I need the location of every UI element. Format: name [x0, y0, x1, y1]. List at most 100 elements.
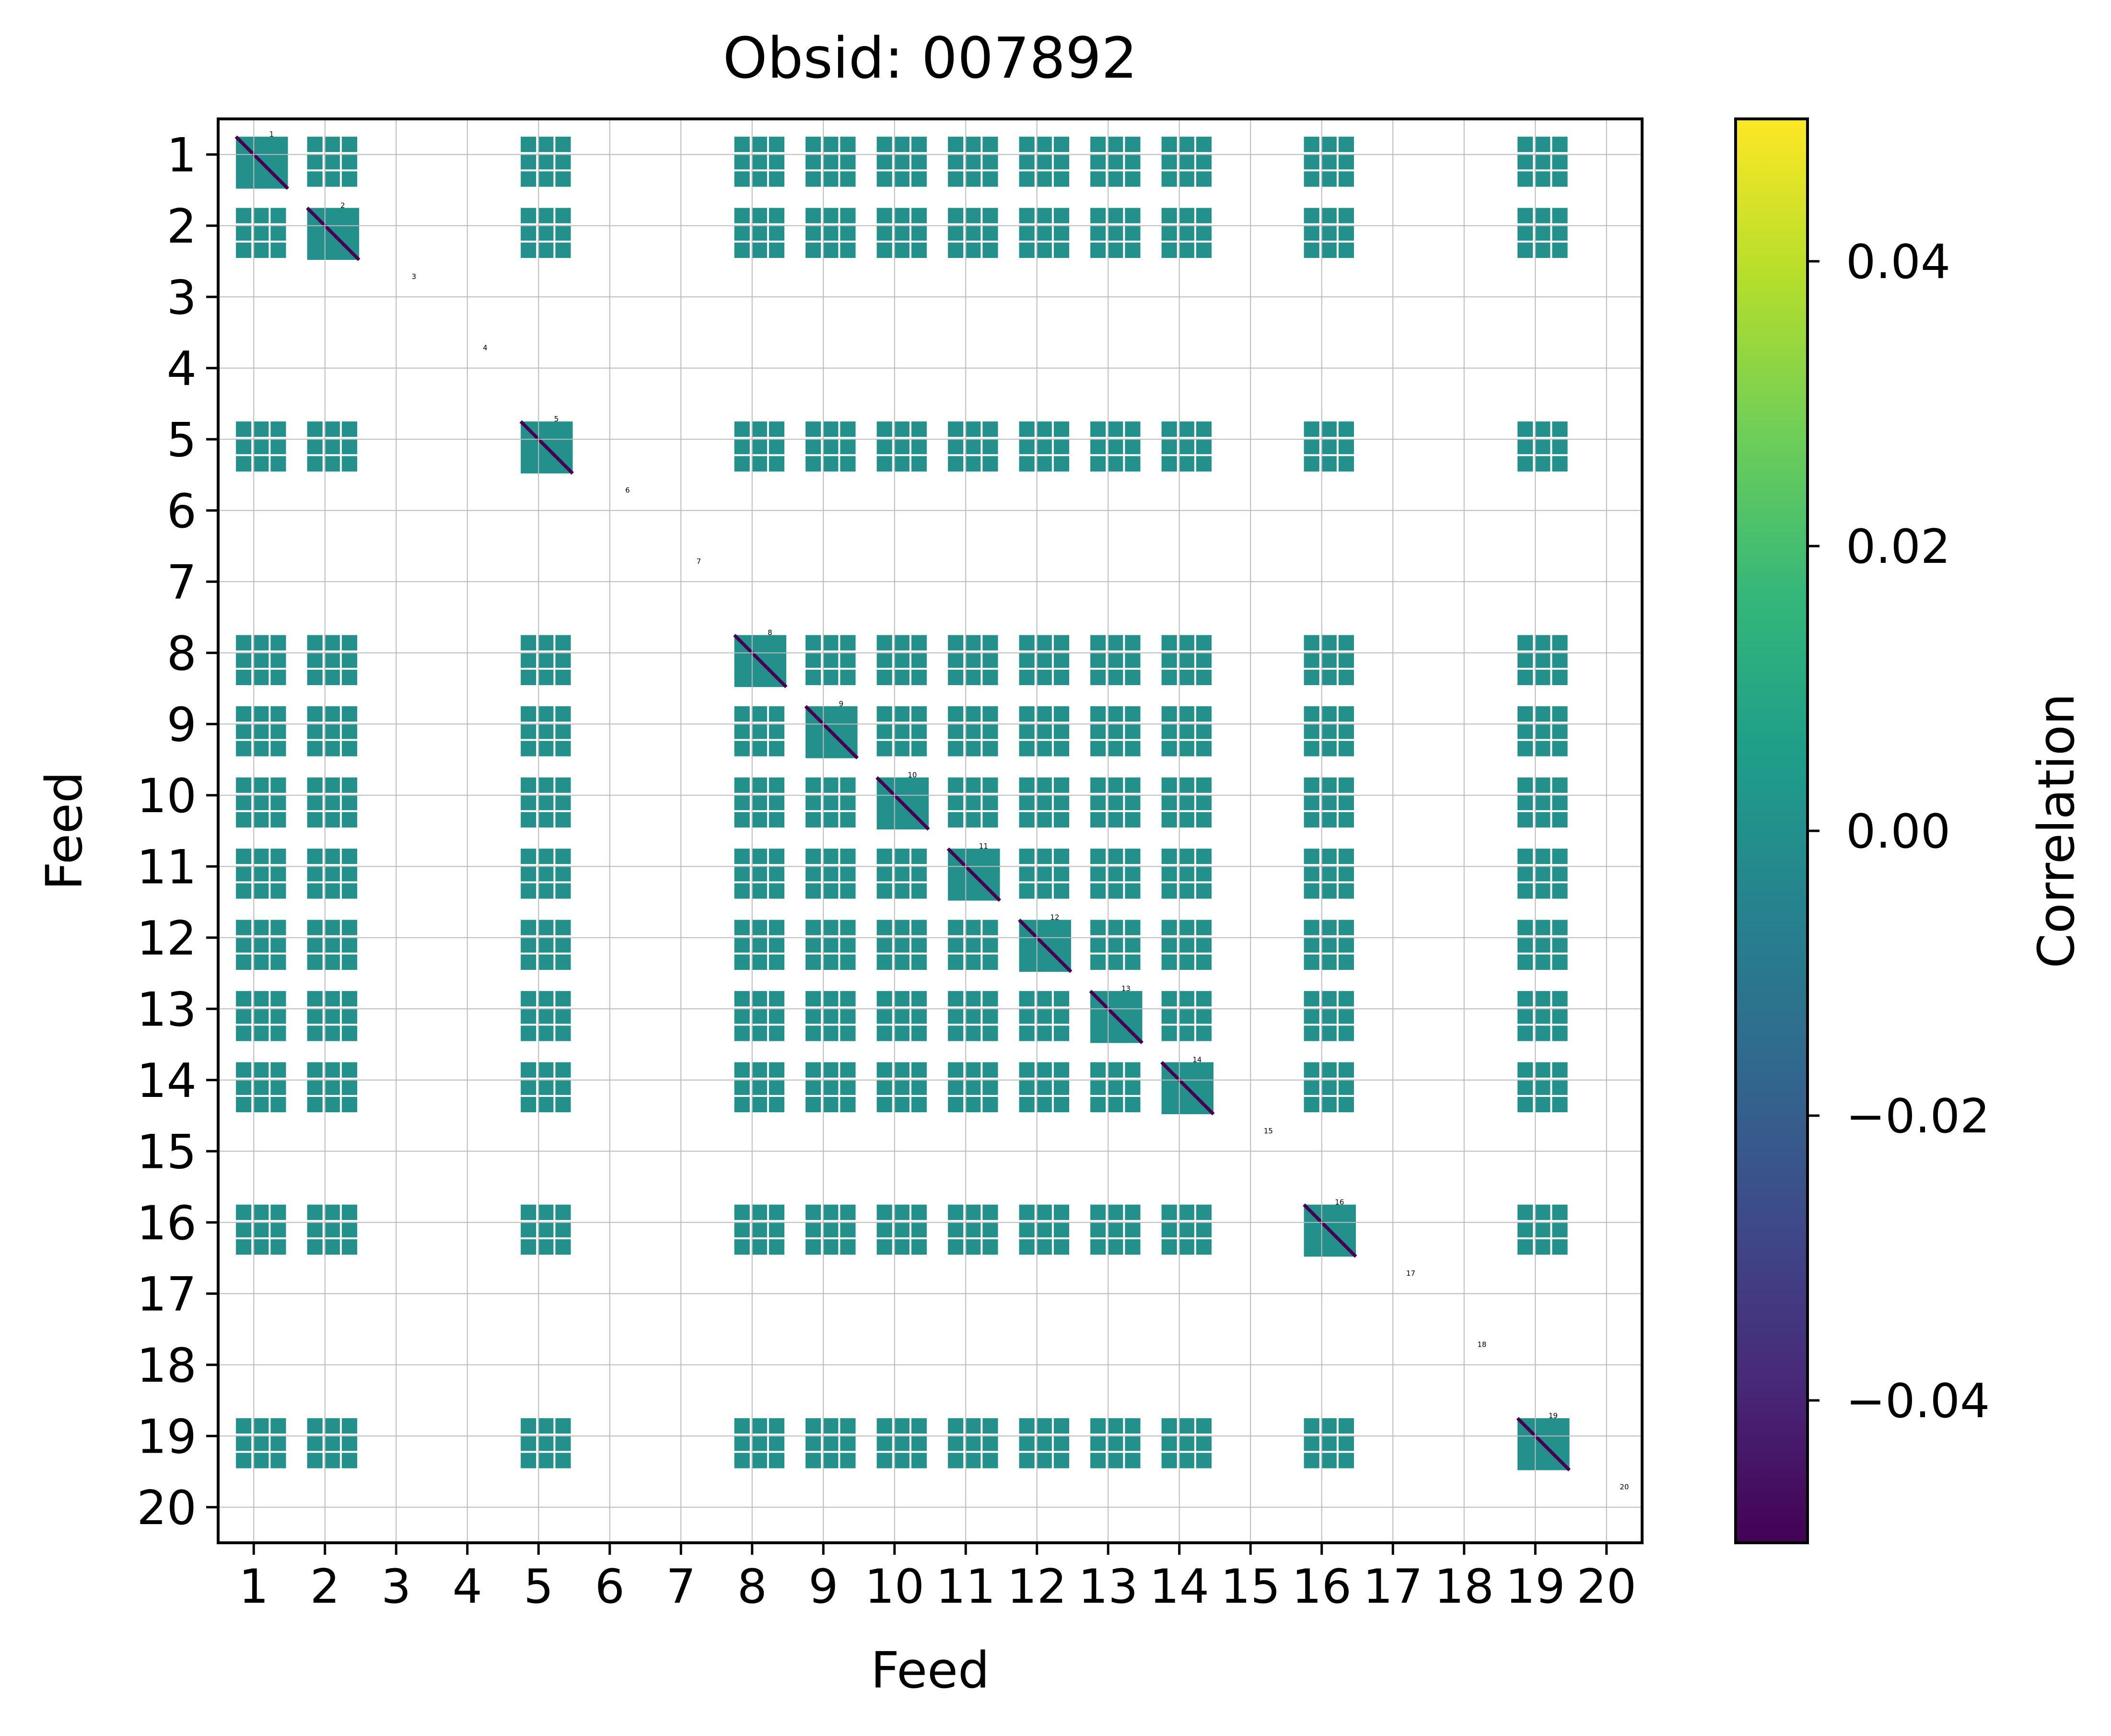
heatmap-cell [1108, 652, 1123, 668]
heatmap-block [521, 706, 571, 757]
heatmap-cell [1517, 849, 1533, 864]
heatmap-cell [948, 777, 964, 793]
heatmap-cell [1304, 635, 1319, 651]
heatmap-cell [1535, 954, 1551, 970]
heatmap-cell [965, 242, 981, 258]
heatmap-cell [823, 242, 839, 258]
heatmap-cell [1053, 635, 1070, 651]
heatmap-cell [823, 866, 839, 882]
heatmap-cell [1108, 171, 1123, 187]
heatmap-cell [876, 1096, 892, 1113]
heatmap-cell [1321, 421, 1337, 437]
heatmap-cell [1321, 154, 1337, 170]
heatmap-cell [236, 991, 252, 1007]
heatmap-cell [965, 1025, 981, 1041]
heatmap-cell [1019, 208, 1035, 223]
diagonal-line [1516, 1417, 1571, 1472]
heatmap-cell [982, 171, 998, 187]
heatmap-block [236, 635, 286, 686]
heatmap-cell [1535, 1025, 1551, 1041]
heatmap-cell [270, 1025, 286, 1041]
heatmap-block [1304, 1062, 1354, 1113]
heatmap-cell [894, 991, 910, 1007]
heatmap-cell [236, 920, 252, 935]
heatmap-cell [253, 794, 269, 810]
heatmap-cell [769, 1025, 785, 1041]
heatmap-cell [253, 1239, 269, 1255]
y-tick-label: 19 [137, 1410, 197, 1464]
heatmap-cell [1125, 242, 1141, 258]
heatmap-cell [1090, 1239, 1106, 1255]
heatmap-cell [1090, 866, 1106, 882]
heatmap-cell [1517, 1239, 1533, 1255]
feed-annotation: 15 [1264, 1127, 1273, 1135]
heatmap-cell [1036, 439, 1052, 454]
diagonal-line [875, 776, 930, 831]
heatmap-cell [840, 635, 856, 651]
heatmap-cell [236, 706, 252, 722]
heatmap-cell [1338, 991, 1354, 1007]
heatmap-cell [876, 669, 892, 686]
heatmap-block [805, 421, 856, 472]
heatmap-cell [1178, 154, 1194, 170]
heatmap-cell [1535, 1079, 1551, 1095]
heatmap-cell [253, 954, 269, 970]
heatmap-cell [253, 1062, 269, 1078]
heatmap-cell [1178, 421, 1194, 437]
heatmap-cell [1196, 954, 1212, 970]
heatmap-cell [1517, 137, 1533, 152]
heatmap-cell [1178, 706, 1194, 722]
heatmap-cell [948, 991, 964, 1007]
heatmap-cell [1178, 741, 1194, 757]
heatmap-cell [982, 669, 998, 686]
heatmap-cell [1321, 794, 1337, 810]
heatmap-cell [324, 1222, 340, 1237]
heatmap-cell [555, 937, 571, 953]
heatmap-cell [1178, 849, 1194, 864]
heatmap-cell [840, 439, 856, 454]
heatmap-cell [734, 723, 750, 739]
heatmap-cell [805, 991, 821, 1007]
heatmap-cell [823, 137, 839, 152]
heatmap-cell [538, 669, 554, 686]
heatmap-cell [769, 171, 785, 187]
heatmap-cell [521, 1453, 536, 1468]
heatmap-cell [521, 1204, 536, 1220]
x-tick-label: 4 [453, 1560, 482, 1614]
heatmap-cell [1036, 1079, 1052, 1095]
heatmap-cell [751, 1096, 767, 1113]
heatmap-cell [823, 439, 839, 454]
heatmap-cell [982, 137, 998, 152]
heatmap-cell [1036, 991, 1052, 1007]
heatmap-block [307, 137, 358, 187]
heatmap-cell [341, 1079, 358, 1095]
heatmap-cell [555, 652, 571, 668]
heatmap-cell [894, 1453, 910, 1468]
heatmap-cell [253, 208, 269, 223]
heatmap-cell [270, 1435, 286, 1451]
heatmap-block [948, 137, 998, 187]
heatmap-cell [769, 1204, 785, 1220]
heatmap-cell [253, 741, 269, 757]
heatmap-cell [270, 456, 286, 472]
heatmap-block [734, 991, 785, 1041]
heatmap-cell [1178, 1453, 1194, 1468]
heatmap-cell [1535, 456, 1551, 472]
heatmap-cell [1304, 1418, 1319, 1434]
heatmap-cell [1090, 1062, 1106, 1078]
heatmap-cell [555, 794, 571, 810]
heatmap-cell [982, 1008, 998, 1024]
diagonal-line [1018, 919, 1073, 973]
heatmap-cell [1196, 137, 1212, 152]
heatmap-cell [1019, 794, 1035, 810]
x-tick-label: 18 [1434, 1560, 1494, 1614]
heatmap-cell [555, 1239, 571, 1255]
heatmap-block [948, 706, 998, 757]
heatmap-cell [521, 137, 536, 152]
heatmap-cell [1535, 991, 1551, 1007]
heatmap-cell [253, 723, 269, 739]
heatmap-cell [876, 1079, 892, 1095]
heatmap-cell [1178, 920, 1194, 935]
colorbar-tick-label: −0.02 [1846, 1089, 1990, 1144]
heatmap-cell [1321, 456, 1337, 472]
